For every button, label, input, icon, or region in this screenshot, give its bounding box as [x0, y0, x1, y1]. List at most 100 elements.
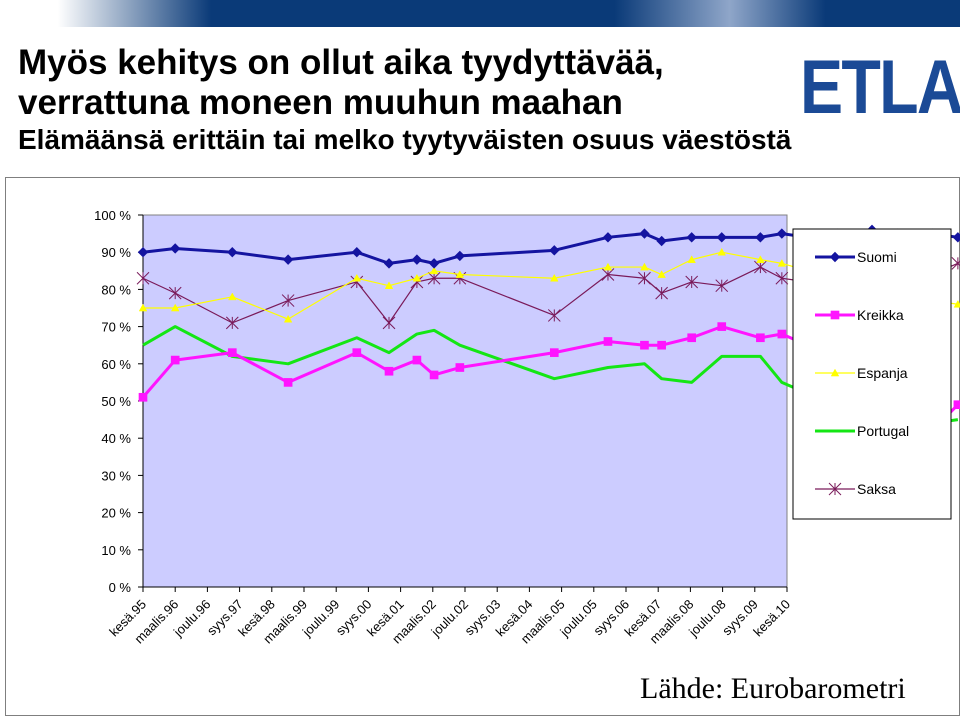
- y-tick-label: 60 %: [101, 357, 131, 372]
- data-point: [454, 250, 466, 262]
- data-point: [601, 268, 615, 281]
- data-point: [655, 286, 668, 300]
- data-point: [657, 340, 666, 350]
- y-tick-label: 50 %: [101, 394, 131, 409]
- y-tick-label: 80 %: [101, 282, 131, 297]
- y-tick-label: 100 %: [94, 208, 131, 223]
- data-point: [225, 316, 239, 330]
- legend-item-portugal: Portugal: [815, 423, 909, 439]
- data-point: [227, 348, 237, 357]
- y-tick-label: 40 %: [101, 431, 131, 446]
- data-point: [170, 355, 180, 365]
- etla-logo: ETLA: [800, 45, 960, 130]
- data-point: [685, 275, 699, 289]
- data-point: [640, 262, 649, 271]
- data-point: [716, 232, 727, 243]
- chart-area: 0 % 10 % 20 % 30 % 40 % 50 % 60 % 70 % 80 % 90 % 1…: [5, 177, 960, 716]
- data-point: [777, 259, 787, 267]
- data-point: [168, 286, 182, 300]
- data-point: [715, 279, 729, 293]
- data-point: [136, 271, 150, 285]
- data-point: [829, 251, 841, 263]
- legend-label: Portugal: [857, 423, 909, 439]
- data-point: [549, 245, 560, 256]
- data-point: [228, 292, 237, 301]
- legend-label: Saksa: [857, 481, 896, 497]
- data-point: [138, 392, 148, 402]
- data-point: [602, 232, 614, 243]
- data-point: [384, 366, 394, 376]
- data-point: [756, 255, 765, 263]
- data-point: [352, 348, 362, 357]
- data-point: [953, 400, 960, 410]
- data-point: [756, 333, 765, 343]
- data-point: [686, 232, 697, 243]
- source-note: Lähde: Eurobarometri: [640, 672, 906, 705]
- data-point: [427, 271, 441, 285]
- data-point: [138, 303, 148, 312]
- title-line-1: Myös kehitys on ollut aika tyydyttävää,: [18, 43, 664, 82]
- data-point: [455, 270, 465, 278]
- y-tick-label: 90 %: [101, 245, 131, 260]
- data-point: [137, 246, 149, 258]
- legend-box: [792, 228, 952, 520]
- legend-label: Espanja: [857, 365, 908, 381]
- data-point: [717, 322, 727, 331]
- data-point: [352, 273, 362, 282]
- y-tick-label: 0 %: [109, 580, 132, 595]
- data-point: [283, 314, 293, 323]
- plot-area: [142, 214, 788, 588]
- data-point: [429, 266, 439, 275]
- data-point: [754, 260, 767, 274]
- data-point: [777, 329, 787, 339]
- data-point: [755, 232, 766, 243]
- data-point: [951, 257, 960, 270]
- data-point: [412, 273, 422, 282]
- legend-item-suomi: Suomi: [815, 249, 897, 265]
- data-point: [282, 254, 294, 265]
- data-point: [227, 246, 238, 258]
- legend-item-espanja: Espanja: [815, 365, 908, 381]
- data-point: [952, 232, 960, 243]
- y-tick-label: 10 %: [101, 543, 131, 558]
- data-point: [283, 378, 293, 387]
- data-point: [603, 337, 613, 346]
- data-point: [547, 309, 561, 322]
- legend-label: Suomi: [857, 249, 897, 265]
- data-point: [549, 348, 559, 357]
- data-point: [383, 258, 395, 269]
- data-point: [351, 246, 363, 258]
- data-point: [412, 355, 422, 365]
- y-tick-label: 30 %: [101, 468, 131, 483]
- data-point: [550, 273, 559, 282]
- data-point: [455, 363, 465, 372]
- data-point: [429, 370, 439, 380]
- data-point: [687, 333, 697, 343]
- data-point: [776, 228, 788, 239]
- data-point: [687, 255, 696, 263]
- y-tick-label: 70 %: [101, 320, 131, 335]
- data-point: [382, 316, 396, 330]
- legend: Suomi Kreikka Espanja Portugal Saksa: [792, 228, 952, 520]
- legend-item-kreikka: Kreikka: [815, 307, 904, 323]
- data-point: [717, 247, 726, 256]
- data-point: [775, 271, 789, 285]
- data-point: [830, 310, 840, 320]
- header-bar: [0, 0, 960, 27]
- data-point: [169, 243, 181, 254]
- page-title: Myös kehitys on ollut aika tyydyttävää, …: [18, 43, 664, 123]
- data-point: [170, 303, 180, 312]
- legend-label: Kreikka: [857, 307, 904, 323]
- data-point: [656, 235, 667, 247]
- data-point: [639, 228, 650, 239]
- data-point: [657, 270, 666, 278]
- data-point: [603, 262, 613, 271]
- data-point: [640, 340, 649, 350]
- data-point: [281, 294, 295, 307]
- data-point: [830, 368, 840, 377]
- data-point: [638, 271, 651, 285]
- line-chart: 0 % 10 % 20 % 30 % 40 % 50 % 60 % 70 % 80 % 90 % 1…: [5, 177, 960, 716]
- legend-item-saksa: Saksa: [815, 481, 896, 497]
- page-subtitle: Elämäänsä erittäin tai melko tyytyväiste…: [18, 124, 792, 155]
- data-point: [384, 281, 394, 289]
